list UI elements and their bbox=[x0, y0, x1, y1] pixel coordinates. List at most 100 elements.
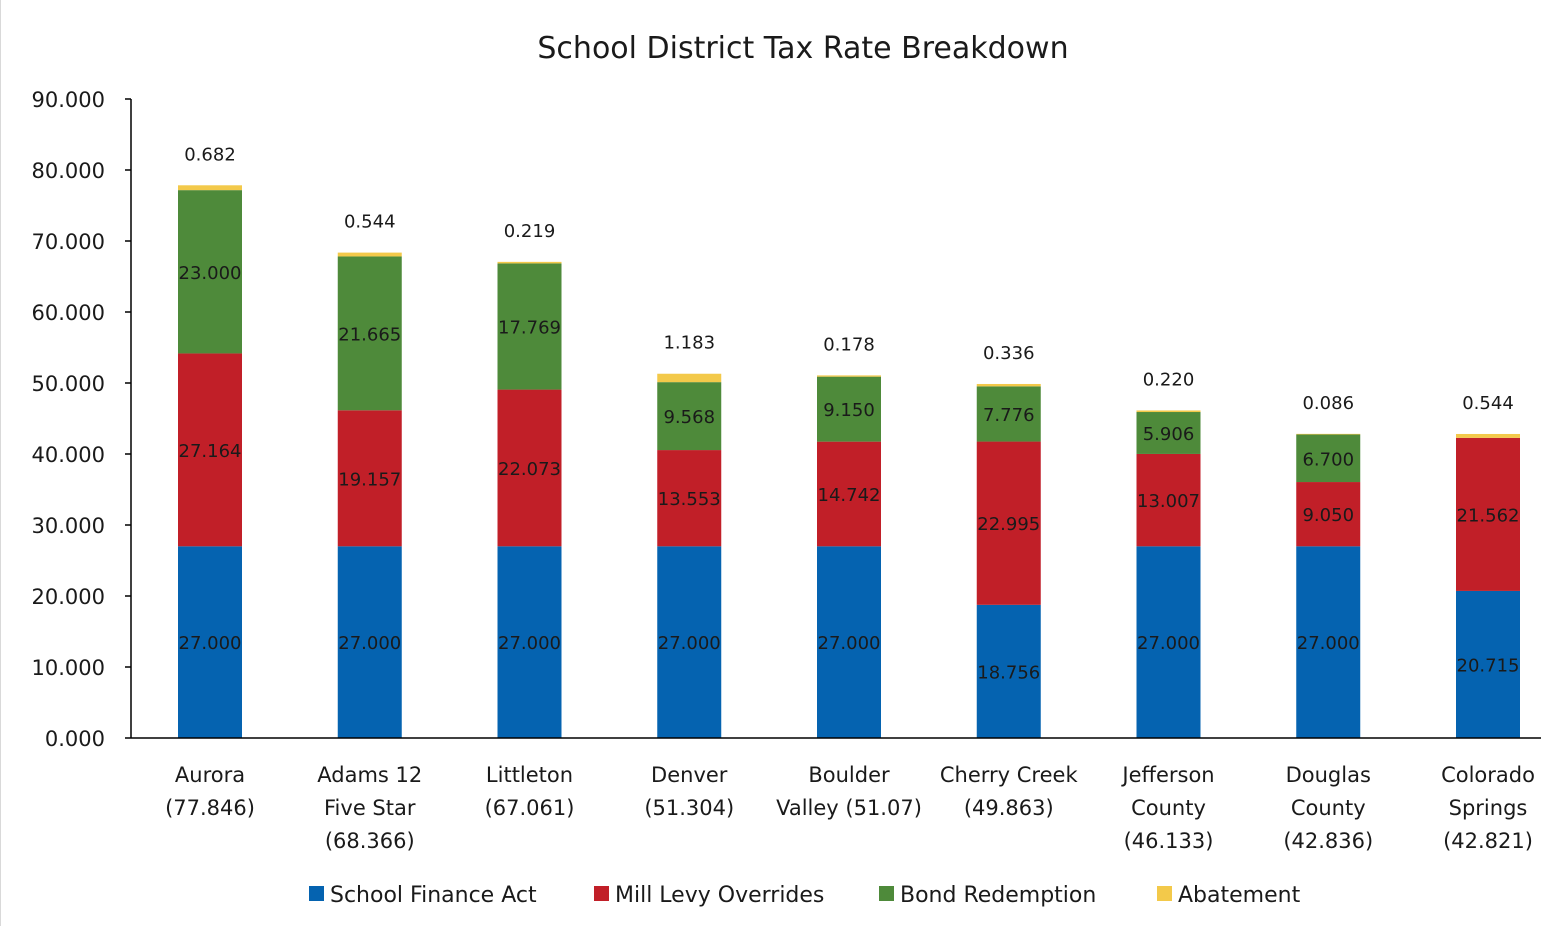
data-label: 0.086 bbox=[1302, 393, 1354, 414]
y-tick-label: 50.000 bbox=[32, 372, 105, 396]
data-label: 21.665 bbox=[338, 324, 401, 345]
y-tick-label: 30.000 bbox=[32, 514, 105, 538]
x-category-label: (68.366) bbox=[325, 829, 415, 853]
x-category-label: County bbox=[1131, 796, 1206, 820]
data-label: 0.336 bbox=[983, 343, 1035, 364]
x-category-label: Five Star bbox=[324, 796, 416, 820]
bar-segment bbox=[976, 441, 1041, 605]
bars-group bbox=[178, 185, 1520, 738]
data-label: 19.157 bbox=[338, 469, 401, 490]
data-label: 0.219 bbox=[504, 221, 556, 242]
data-label: 17.769 bbox=[498, 318, 561, 339]
x-category-label: Cherry Creek bbox=[940, 763, 1079, 787]
x-category-label: Littleton bbox=[486, 763, 573, 787]
data-label: 13.553 bbox=[658, 489, 721, 510]
bar-segment bbox=[1456, 590, 1520, 738]
bar-segment bbox=[497, 263, 562, 390]
data-label: 14.742 bbox=[818, 485, 881, 506]
bar-segment bbox=[976, 604, 1041, 738]
x-category-label: Boulder bbox=[808, 763, 890, 787]
x-category-label: (51.304) bbox=[644, 796, 734, 820]
x-category-label: Douglas bbox=[1286, 763, 1371, 787]
x-category-label: Adams 12 bbox=[317, 763, 422, 787]
x-category-label: (42.821) bbox=[1443, 829, 1533, 853]
x-category-label: Jefferson bbox=[1120, 763, 1214, 787]
data-label: 13.007 bbox=[1137, 491, 1200, 512]
bar-segment bbox=[178, 185, 242, 191]
legend-label: School Finance Act bbox=[330, 883, 537, 908]
y-tick-label: 10.000 bbox=[32, 656, 105, 680]
data-label: 20.715 bbox=[1457, 655, 1520, 676]
bar-segment bbox=[1296, 546, 1361, 738]
bar-segment bbox=[657, 382, 722, 451]
x-category-label: (49.863) bbox=[964, 796, 1054, 820]
data-label: 0.544 bbox=[344, 212, 396, 233]
bar-segment bbox=[1296, 434, 1361, 483]
bar-segment bbox=[1136, 410, 1201, 413]
bar-segment bbox=[1456, 437, 1520, 591]
bar-segment bbox=[337, 256, 402, 411]
bar-segment bbox=[976, 386, 1041, 442]
data-label: 27.000 bbox=[179, 633, 242, 654]
data-label: 27.000 bbox=[338, 633, 401, 654]
chart-title: School District Tax Rate Breakdown bbox=[537, 31, 1068, 66]
legend-swatch bbox=[879, 886, 894, 901]
legend-label: Abatement bbox=[1178, 883, 1301, 908]
bar-segment bbox=[657, 373, 722, 383]
data-label: 27.000 bbox=[498, 633, 561, 654]
x-axis: Aurora (77.846) Adams 12 Five Star (68.366) L… bbox=[131, 737, 1541, 853]
bar-segment bbox=[657, 450, 722, 547]
x-category-label: Colorado bbox=[1441, 763, 1535, 787]
bar-segment bbox=[1296, 433, 1361, 435]
legend-swatch bbox=[1157, 886, 1172, 901]
bar-segment bbox=[1136, 412, 1201, 454]
bar-segment bbox=[1136, 453, 1201, 547]
data-label: 0.178 bbox=[823, 334, 875, 355]
data-label: 27.164 bbox=[179, 441, 242, 462]
x-category-label: Springs bbox=[1449, 796, 1528, 820]
bar-segment bbox=[497, 389, 562, 547]
legend-swatch bbox=[594, 886, 609, 901]
bar-segment bbox=[1136, 546, 1201, 738]
bar-segment bbox=[817, 376, 881, 442]
data-label: 27.000 bbox=[818, 633, 881, 654]
bar-segment bbox=[337, 252, 402, 257]
x-category-label: Aurora bbox=[175, 763, 245, 787]
x-category-label: County bbox=[1291, 796, 1366, 820]
data-labels-group: 27.000 27.164 23.000 0.682 27.000 19.157 21.66… bbox=[179, 144, 1520, 683]
data-label: 27.000 bbox=[1297, 633, 1360, 654]
bar-segment bbox=[178, 353, 242, 547]
legend-label: Mill Levy Overrides bbox=[615, 883, 824, 908]
data-label: 9.050 bbox=[1302, 505, 1354, 526]
data-label: 7.776 bbox=[983, 405, 1035, 426]
x-category-label: (67.061) bbox=[485, 796, 575, 820]
data-label: 1.183 bbox=[663, 333, 715, 354]
data-label: 0.220 bbox=[1143, 369, 1195, 390]
data-label: 27.000 bbox=[1137, 633, 1200, 654]
data-label: 21.562 bbox=[1457, 505, 1520, 526]
data-label: 23.000 bbox=[179, 263, 242, 284]
data-label: 0.544 bbox=[1462, 393, 1514, 414]
bar-segment bbox=[497, 546, 562, 738]
bar-segment bbox=[1456, 433, 1520, 438]
bar-segment bbox=[337, 410, 402, 547]
x-category-label: Valley (51.07) bbox=[776, 796, 922, 820]
y-tick-label: 90.000 bbox=[32, 88, 105, 112]
data-label: 0.682 bbox=[184, 144, 236, 165]
y-tick-label: 70.000 bbox=[32, 230, 105, 254]
x-category-label: (46.133) bbox=[1124, 829, 1214, 853]
bar-segment bbox=[1296, 482, 1361, 547]
data-label: 18.756 bbox=[977, 662, 1040, 683]
bar-segment bbox=[497, 261, 562, 264]
y-tick-label: 40.000 bbox=[32, 443, 105, 467]
y-tick-label: 20.000 bbox=[32, 585, 105, 609]
data-label: 6.700 bbox=[1302, 449, 1354, 470]
bar-segment bbox=[976, 383, 1041, 387]
bar-segment bbox=[657, 546, 722, 738]
x-category-label: (77.846) bbox=[165, 796, 255, 820]
legend-swatch bbox=[309, 886, 324, 901]
legend: School Finance Act Mill Levy Overrides Bon… bbox=[309, 883, 1301, 908]
data-label: 5.906 bbox=[1143, 424, 1195, 445]
